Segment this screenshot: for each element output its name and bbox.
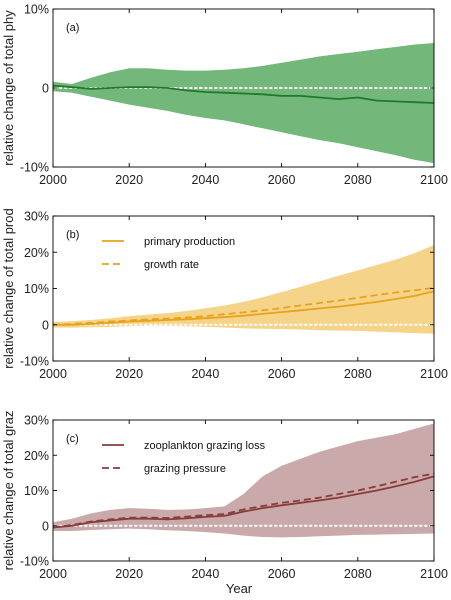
legend-label: primary production bbox=[144, 236, 235, 248]
uncertainty-band bbox=[53, 423, 434, 538]
y-tick-label: -10% bbox=[20, 355, 49, 369]
x-tick-label: 2080 bbox=[344, 173, 372, 187]
panel-label: (b) bbox=[66, 229, 79, 241]
series-line-1 bbox=[52, 475, 435, 529]
y-tick-label: -10% bbox=[20, 161, 49, 175]
x-tick-label: 2040 bbox=[191, 367, 219, 381]
y-tick-label: 0 bbox=[42, 519, 49, 533]
y-tick-label: 20% bbox=[24, 449, 49, 463]
y-tick-label: -10% bbox=[20, 555, 49, 569]
x-tick-label: 2080 bbox=[344, 567, 372, 581]
uncertainty-band bbox=[53, 245, 434, 334]
y-tick-label: 30% bbox=[24, 210, 49, 224]
series-line-2 bbox=[52, 286, 435, 326]
y-tick-label: 0 bbox=[42, 318, 49, 332]
legend-label: growth rate bbox=[144, 259, 199, 271]
legend: primary production growth rate bbox=[102, 236, 235, 271]
x-tick-label: 2040 bbox=[191, 173, 219, 187]
x-tick-label: 2020 bbox=[115, 173, 143, 187]
legend-label: zooplankton grazing loss bbox=[144, 440, 266, 452]
uncertainty-band bbox=[53, 43, 434, 164]
x-tick-label: 2100 bbox=[420, 367, 448, 381]
x-tick-label: 2040 bbox=[191, 567, 219, 581]
panel-label: (a) bbox=[66, 22, 79, 34]
x-tick-label: 2100 bbox=[420, 173, 448, 187]
x-axis-title: Year bbox=[226, 581, 253, 596]
y-axis-title: relative change of total graz bbox=[1, 411, 16, 571]
x-tick-label: 2060 bbox=[268, 367, 296, 381]
x-tick-label: 2020 bbox=[115, 567, 143, 581]
y-tick-label: 20% bbox=[24, 246, 49, 260]
series-line-2 bbox=[52, 472, 435, 529]
y-axis-title: relative change of total prod bbox=[1, 208, 16, 368]
y-tick-label: 0 bbox=[42, 82, 49, 96]
x-tick-label: 2060 bbox=[268, 173, 296, 187]
y-tick-label: 10% bbox=[24, 3, 49, 17]
chart-panel-3: 2000 2020 2040 2060 2080 2100 -10% 0 10% 20% 30% re… bbox=[1, 411, 448, 581]
x-tick-label: 2080 bbox=[344, 367, 372, 381]
series-line-1 bbox=[53, 290, 435, 326]
legend-label: grazing pressure bbox=[144, 463, 226, 475]
series-line-1 bbox=[52, 84, 435, 104]
x-tick-label: 2100 bbox=[420, 567, 448, 581]
x-tick-label: 2020 bbox=[115, 367, 143, 381]
chart-panel-1: 2000 2020 2040 2060 2080 2100 -10% 0 10% relative… bbox=[1, 3, 448, 188]
y-tick-label: 30% bbox=[24, 414, 49, 428]
chart-panel-2: 2000 2020 2040 2060 2080 2100 -10% 0 10% 20% 30% re… bbox=[1, 208, 448, 381]
legend: zooplankton grazing loss grazing pressure bbox=[102, 440, 266, 475]
x-tick-label: 2000 bbox=[39, 567, 67, 581]
x-tick-label: 2060 bbox=[268, 567, 296, 581]
x-tick-label: 2000 bbox=[39, 173, 67, 187]
x-tick-label: 2000 bbox=[39, 367, 67, 381]
y-axis-title: relative change of total phy bbox=[1, 10, 16, 166]
panel-label: (c) bbox=[66, 433, 79, 445]
y-tick-label: 10% bbox=[24, 282, 49, 296]
y-tick-label: 10% bbox=[24, 484, 49, 498]
